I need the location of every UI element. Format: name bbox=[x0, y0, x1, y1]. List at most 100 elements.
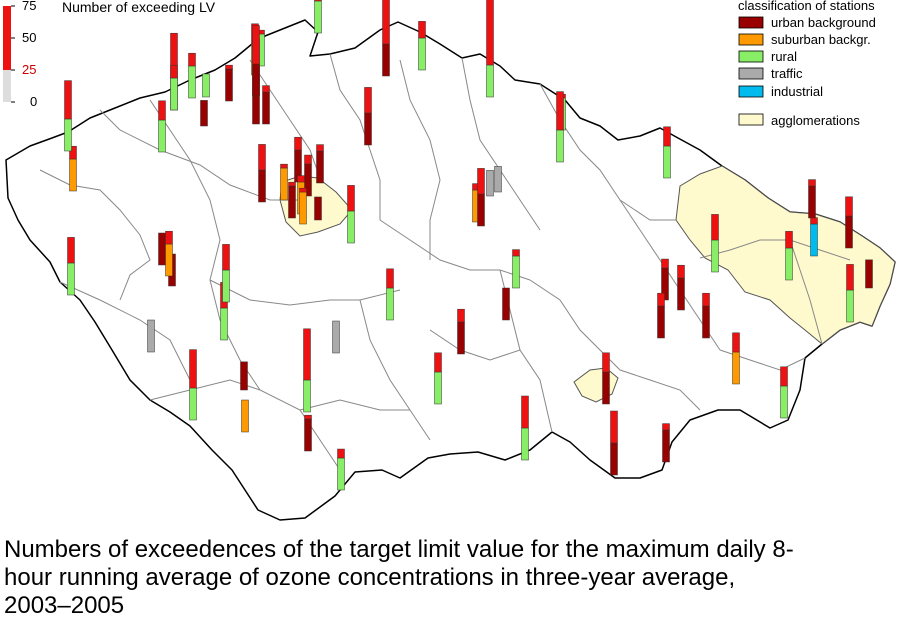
station-bar-base bbox=[434, 371, 442, 405]
station-bar bbox=[170, 64, 178, 111]
station-bar-base bbox=[314, 0, 322, 34]
station-bar-exceedance bbox=[165, 230, 173, 245]
station-bar-exceedance bbox=[225, 64, 233, 70]
station-bar-exceedance bbox=[610, 410, 618, 444]
legend: classification of stations urban backgro… bbox=[738, 0, 876, 128]
station-bar-exceedance bbox=[486, 0, 494, 66]
station-bar-exceedance bbox=[602, 352, 610, 373]
station-bar-base bbox=[147, 319, 155, 353]
station-bar-base bbox=[780, 385, 788, 419]
station-bar-base bbox=[240, 361, 248, 391]
station-bar-base bbox=[241, 399, 249, 433]
station-bar-base bbox=[457, 321, 465, 355]
station-bar-base bbox=[337, 457, 345, 491]
station-bar-exceedance bbox=[64, 80, 72, 120]
station-bar-exceedance bbox=[663, 126, 671, 147]
station-bar-exceedance bbox=[810, 217, 818, 225]
station-bar-base bbox=[702, 305, 710, 339]
station-bar bbox=[711, 214, 719, 273]
station-bar-base bbox=[386, 287, 394, 321]
station-bar-exceedance bbox=[299, 187, 307, 193]
legend-swatch-rural bbox=[738, 50, 764, 63]
station-bar bbox=[158, 232, 166, 266]
station-bar-exceedance bbox=[67, 237, 75, 264]
station-bar-exceedance bbox=[297, 175, 305, 183]
station-bar bbox=[521, 395, 529, 461]
station-bar-base bbox=[657, 305, 665, 339]
station-bar-exceedance bbox=[304, 414, 312, 420]
station-bar bbox=[280, 163, 288, 201]
legend-swatch-industrial bbox=[738, 85, 764, 98]
station-bar bbox=[477, 168, 485, 227]
station-bar-exceedance bbox=[382, 0, 390, 45]
station-bar-exceedance bbox=[711, 214, 719, 241]
station-bar-exceedance bbox=[364, 87, 372, 114]
station-bar-base bbox=[280, 167, 288, 201]
station-bar bbox=[304, 414, 312, 452]
station-bar-exceedance bbox=[337, 448, 345, 459]
station-bar bbox=[846, 264, 854, 323]
station-bar-exceedance bbox=[294, 136, 302, 151]
station-bar-exceedance bbox=[189, 349, 197, 389]
station-bar bbox=[364, 87, 372, 146]
station-bar-base bbox=[865, 259, 873, 289]
station-bar bbox=[337, 448, 345, 491]
station-bar-base bbox=[314, 196, 322, 221]
station-bar bbox=[314, 0, 322, 34]
station-bar bbox=[845, 196, 853, 249]
station-bar bbox=[610, 410, 618, 476]
station-bar-exceedance bbox=[732, 332, 740, 353]
station-bar-exceedance bbox=[347, 185, 355, 212]
station-bar-exceedance bbox=[477, 168, 485, 195]
station-bar-base bbox=[170, 77, 178, 111]
station-bar bbox=[188, 52, 196, 99]
station-bar bbox=[200, 100, 208, 127]
station-bar-base bbox=[732, 351, 740, 385]
station-bar-base bbox=[165, 243, 173, 277]
station-bar-exceedance bbox=[661, 258, 669, 269]
station-bar-base bbox=[477, 193, 485, 227]
station-bar bbox=[386, 268, 394, 321]
station-bar bbox=[382, 0, 390, 77]
station-bar bbox=[657, 292, 665, 339]
station-bar-exceedance bbox=[418, 21, 426, 39]
station-bar-base bbox=[602, 371, 610, 405]
legend-swatch-urban-background bbox=[738, 16, 764, 29]
scale-tick-25: 25 bbox=[22, 62, 36, 77]
station-bar-exceedance bbox=[521, 395, 529, 429]
station-bar bbox=[494, 166, 502, 193]
station-bar bbox=[314, 196, 322, 221]
station-bar-base bbox=[711, 239, 719, 273]
station-bar bbox=[69, 145, 77, 192]
station-bar bbox=[222, 244, 230, 303]
station-bar bbox=[663, 126, 671, 179]
station-bar bbox=[512, 249, 520, 289]
station-bar-base bbox=[303, 379, 311, 413]
scale-bar-above bbox=[3, 6, 11, 70]
ozone-exceedance-map: 75 50 25 0 Number of exceeding LV classi… bbox=[3, 0, 896, 521]
station-bar-base bbox=[200, 100, 208, 127]
station-bar bbox=[662, 423, 670, 463]
station-bar-exceedance bbox=[845, 196, 853, 217]
station-bar-exceedance bbox=[457, 308, 465, 323]
station-bar bbox=[434, 352, 442, 405]
station-bar-exceedance bbox=[222, 244, 230, 271]
station-bar bbox=[165, 230, 173, 277]
station-bar-exceedance bbox=[434, 352, 442, 373]
station-bar-base bbox=[521, 427, 529, 461]
caption-line-2: hour running average of ozone concentrat… bbox=[4, 564, 736, 591]
station-bar-exceedance bbox=[780, 366, 788, 387]
station-bar-base bbox=[288, 185, 296, 219]
station-bar bbox=[202, 73, 210, 98]
station-bar-exceedance bbox=[657, 292, 665, 307]
station-bar-exceedance bbox=[314, 0, 322, 2]
station-bar bbox=[258, 144, 266, 203]
station-bar-base bbox=[332, 320, 340, 354]
station-bar-base bbox=[677, 277, 685, 311]
station-bar-base bbox=[512, 255, 520, 289]
station-bar-exceedance bbox=[280, 163, 288, 169]
station-bar-exceedance bbox=[69, 145, 77, 160]
station-bar bbox=[241, 399, 249, 433]
station-bar bbox=[332, 320, 340, 354]
station-bar-exceedance bbox=[170, 64, 178, 79]
